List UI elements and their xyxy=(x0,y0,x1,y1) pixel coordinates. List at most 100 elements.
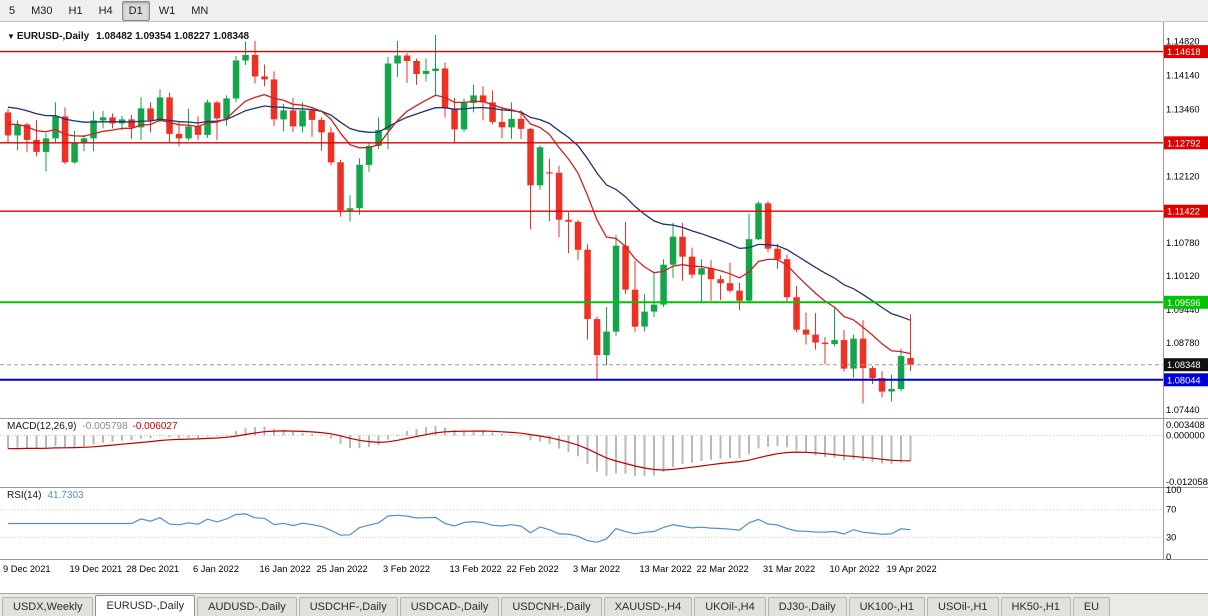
time-axis-label: 31 Mar 2022 xyxy=(763,564,815,574)
candle xyxy=(394,41,401,77)
rsi-axis-label: 0 xyxy=(1166,552,1171,562)
macd-histogram-bar xyxy=(719,435,722,459)
chart-tab-usdcad-daily[interactable]: USDCAD-,Daily xyxy=(399,597,500,616)
candle-body xyxy=(242,55,249,61)
candle xyxy=(413,58,420,85)
chart-tab-dj30-daily[interactable]: DJ30-,Daily xyxy=(767,597,847,616)
candle-body xyxy=(707,268,715,280)
macd-histogram-bar xyxy=(330,435,332,439)
svg-text:1.11422: 1.11422 xyxy=(1167,207,1200,217)
candle-body xyxy=(812,334,819,343)
macd-histogram-bar xyxy=(206,435,209,437)
chart-tab-uk100-h1[interactable]: UK100-,H1 xyxy=(848,597,926,616)
time-axis-label: 28 Dec 2021 xyxy=(127,564,180,574)
chart-tab-eu[interactable]: EU xyxy=(1072,597,1111,616)
price-axis[interactable]: 1.14820 1.14140 1.13460 1.12120 1.10780 1.101… xyxy=(1166,37,1208,563)
time-axis-label: 22 Feb 2022 xyxy=(507,564,559,574)
chart-tab-usdchf-daily[interactable]: USDCHF-,Daily xyxy=(298,597,398,616)
candle-body xyxy=(365,145,373,165)
macd-histogram-bar xyxy=(786,435,788,448)
macd-histogram-bar xyxy=(339,435,342,444)
chart-tab-usdx-weekly[interactable]: USDX,Weekly xyxy=(2,597,94,616)
chart-tab-usdcnh-daily[interactable]: USDCNH-,Daily xyxy=(501,597,602,616)
candle xyxy=(213,100,221,140)
macd-histogram-bar xyxy=(140,435,142,439)
candle-body xyxy=(232,60,240,99)
timeframe-button-h4[interactable]: H4 xyxy=(98,4,113,17)
candle xyxy=(802,312,810,345)
macd-histogram-bar xyxy=(871,435,874,462)
candle-body xyxy=(185,126,192,139)
macd-histogram-bar xyxy=(805,435,807,454)
chart-tab-usoil-h1[interactable]: USOil-,H1 xyxy=(927,597,999,616)
candle-body xyxy=(821,342,829,345)
macd-histogram-bar xyxy=(586,435,589,464)
candle-body xyxy=(14,124,21,136)
macd-histogram-bar xyxy=(453,430,456,436)
candle xyxy=(897,348,905,391)
candle-body xyxy=(565,219,572,222)
macd-histogram-bar xyxy=(92,435,95,445)
chart-tab-audusd-daily[interactable]: AUDUSD-,Daily xyxy=(197,597,297,616)
macd-histogram-bar xyxy=(605,435,608,476)
candle xyxy=(812,313,819,350)
macd-histogram-bar xyxy=(73,435,76,447)
candle xyxy=(546,158,553,222)
timeframe-toolbar: 5 M30 H1 H4 D1 W1 MN xyxy=(0,0,1208,22)
timeframe-button-m30[interactable]: M30 xyxy=(31,4,53,17)
macd-histogram-bar xyxy=(216,435,218,437)
candle xyxy=(688,247,696,279)
candle xyxy=(375,117,382,149)
time-axis[interactable]: 9 Dec 2021 19 Dec 2021 28 Dec 2021 6 Jan 20… xyxy=(3,564,937,574)
chart-tab-ukoil-h4[interactable]: UKOil-,H4 xyxy=(694,597,766,616)
time-axis-label: 25 Jan 2022 xyxy=(317,564,368,574)
candle xyxy=(555,165,563,238)
chart-tab-xauusd-h4[interactable]: XAUUSD-,H4 xyxy=(603,597,693,616)
time-axis-label: 16 Jan 2022 xyxy=(260,564,311,574)
candle xyxy=(346,195,354,222)
candle xyxy=(432,35,439,95)
candle-body xyxy=(479,95,487,103)
price-badge-resistance-line-3: 1.11422 xyxy=(1164,204,1208,218)
macd-histogram-bar xyxy=(45,435,47,448)
chart-tab-hk50-h1[interactable]: HK50-,H1 xyxy=(1000,597,1071,616)
macd-histogram-bar xyxy=(263,426,266,436)
candle-body xyxy=(764,203,772,249)
candle xyxy=(584,244,591,340)
candle xyxy=(783,254,791,303)
chart-symbol-label: EURUSD-,Daily xyxy=(16,31,90,42)
candle xyxy=(99,110,107,129)
candle xyxy=(242,41,249,65)
candle-body xyxy=(156,97,164,121)
candle xyxy=(517,110,525,139)
timeframe-button-5[interactable]: 5 xyxy=(9,4,16,17)
timeframe-button-h1[interactable]: H1 xyxy=(68,4,83,17)
candle-body xyxy=(337,162,344,211)
macd-histogram-bar xyxy=(7,435,9,449)
candle-body xyxy=(717,279,724,284)
macd-histogram-bar xyxy=(415,428,418,436)
macd-histogram-bar xyxy=(168,435,171,437)
chart-tab-eurusd-daily[interactable]: EURUSD-,Daily xyxy=(95,595,196,616)
macd-histogram-bar xyxy=(909,435,912,462)
timeframe-button-w1[interactable]: W1 xyxy=(158,4,176,17)
candle-body xyxy=(280,110,287,120)
macd-indicator-label: MACD(12,26,9) -0.005798 -0.006027 xyxy=(7,421,178,432)
macd-histogram-bar xyxy=(197,435,199,439)
candle xyxy=(166,92,173,143)
timeframe-button-d1[interactable]: D1 xyxy=(121,0,150,21)
macd-histogram-bar xyxy=(254,427,256,436)
timeframe-button-mn[interactable]: MN xyxy=(191,4,209,17)
candle-body xyxy=(61,116,69,163)
time-axis-label: 19 Dec 2021 xyxy=(70,564,123,574)
candle xyxy=(574,219,582,260)
candle xyxy=(603,307,610,366)
candle-body xyxy=(622,245,629,290)
candle xyxy=(679,222,686,281)
candle xyxy=(61,107,69,165)
macd-histogram-bar xyxy=(501,434,503,436)
macd-histogram-bar xyxy=(35,435,38,449)
time-axis-label: 3 Feb 2022 xyxy=(383,564,430,574)
